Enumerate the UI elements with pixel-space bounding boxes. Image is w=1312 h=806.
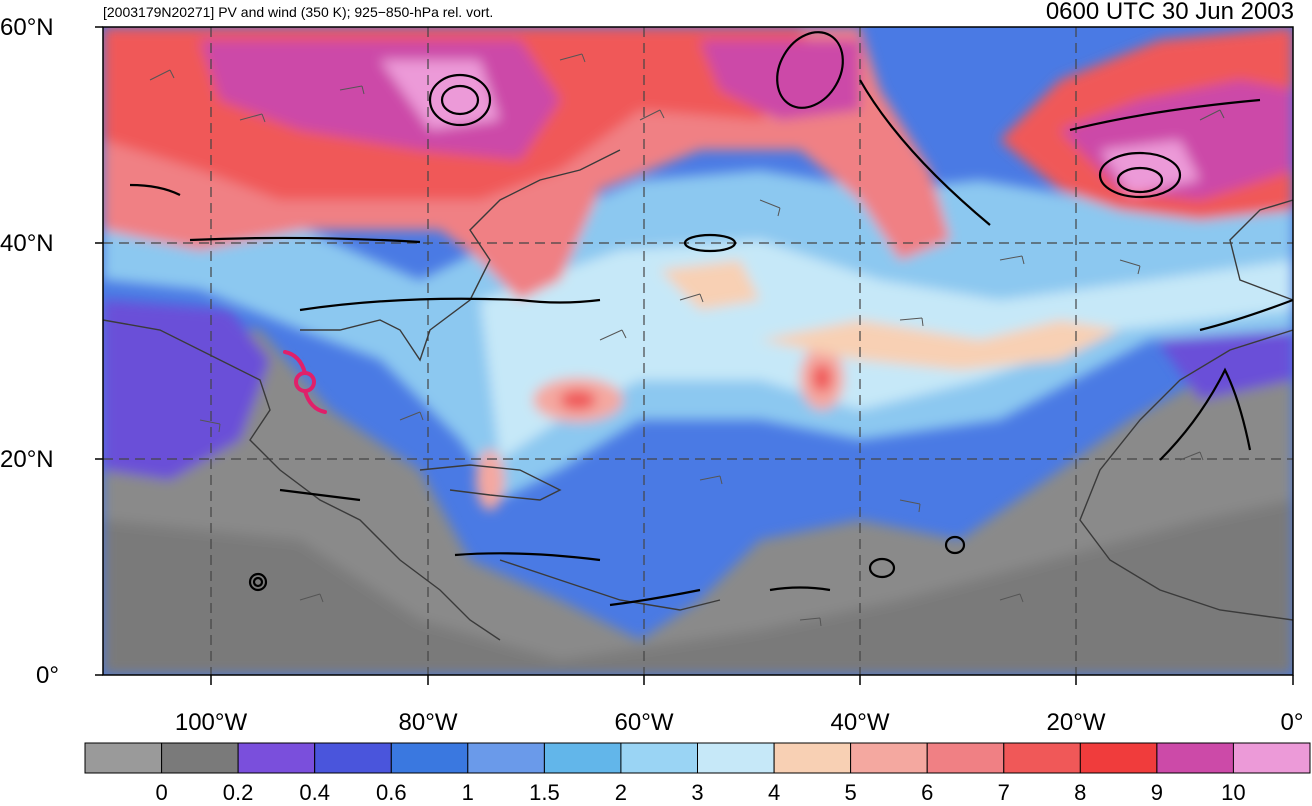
colorbar-swatch xyxy=(161,742,239,774)
colorbar-label: 0 xyxy=(155,780,168,805)
colorbar-label: 0.6 xyxy=(376,780,407,805)
lon-label-60w: 60°W xyxy=(614,709,674,736)
wind-barbs xyxy=(149,53,1225,627)
vorticity-contours xyxy=(129,31,1293,607)
axis-ticks xyxy=(95,26,1294,685)
colorbar-swatch xyxy=(926,742,1005,774)
colorbar-swatch xyxy=(390,742,469,774)
colorbar-label: 0.4 xyxy=(299,780,330,805)
colorbar-label: 6 xyxy=(921,780,934,805)
colorbar-label: 3 xyxy=(691,780,704,805)
plot-title-datetime: 0600 UTC 30 Jun 2003 xyxy=(1045,0,1294,25)
colorbar-swatch xyxy=(237,742,316,774)
lon-label-20w: 20°W xyxy=(1046,709,1106,736)
pv-field xyxy=(103,27,1293,675)
colorbar-label: 4 xyxy=(767,780,781,805)
colorbar-label: 9 xyxy=(1150,780,1164,805)
map-frame xyxy=(102,26,1294,676)
colorbar-label: 10 xyxy=(1221,780,1246,805)
lon-label-0: 0° xyxy=(1280,709,1304,736)
coastlines xyxy=(103,149,1293,641)
lat-label-0: 0° xyxy=(36,662,59,689)
plot-title-left: [2003179N20271] PV and wind (350 K); 925… xyxy=(103,4,494,20)
colorbar-swatch xyxy=(1156,742,1235,774)
colorbar-label: 5 xyxy=(844,780,857,805)
colorbar xyxy=(84,742,1311,774)
lat-label-20n: 20°N xyxy=(0,446,54,473)
colorbar-swatch xyxy=(620,742,699,774)
colorbar-label: 1 xyxy=(461,780,474,805)
lat-label-40n: 40°N xyxy=(0,230,54,257)
colorbar-swatch xyxy=(850,742,928,774)
colorbar-label: 0.2 xyxy=(222,780,254,805)
lon-label-40w: 40°W xyxy=(830,709,890,736)
hurricane-symbol-icon xyxy=(283,350,327,414)
lon-label-80w: 80°W xyxy=(398,709,458,736)
colorbar-label: 2 xyxy=(614,780,628,805)
colorbar-swatch xyxy=(1079,742,1158,774)
colorbar-swatch xyxy=(697,742,775,774)
lon-label-100w: 100°W xyxy=(174,709,248,736)
colorbar-label: 8 xyxy=(1074,780,1087,805)
colorbar-label: 7 xyxy=(997,780,1010,805)
colorbar-swatch xyxy=(314,742,392,774)
lat-label-60n: 60°N xyxy=(0,14,54,41)
colorbar-swatch xyxy=(1232,742,1311,774)
colorbar-swatch xyxy=(84,742,163,774)
colorbar-label: 1.5 xyxy=(529,780,560,805)
colorbar-swatch xyxy=(467,742,545,774)
colorbar-swatch xyxy=(773,742,852,774)
colorbar-swatch xyxy=(1003,742,1081,774)
colorbar-swatch xyxy=(543,742,622,774)
lat-lon-grid xyxy=(103,27,1293,675)
